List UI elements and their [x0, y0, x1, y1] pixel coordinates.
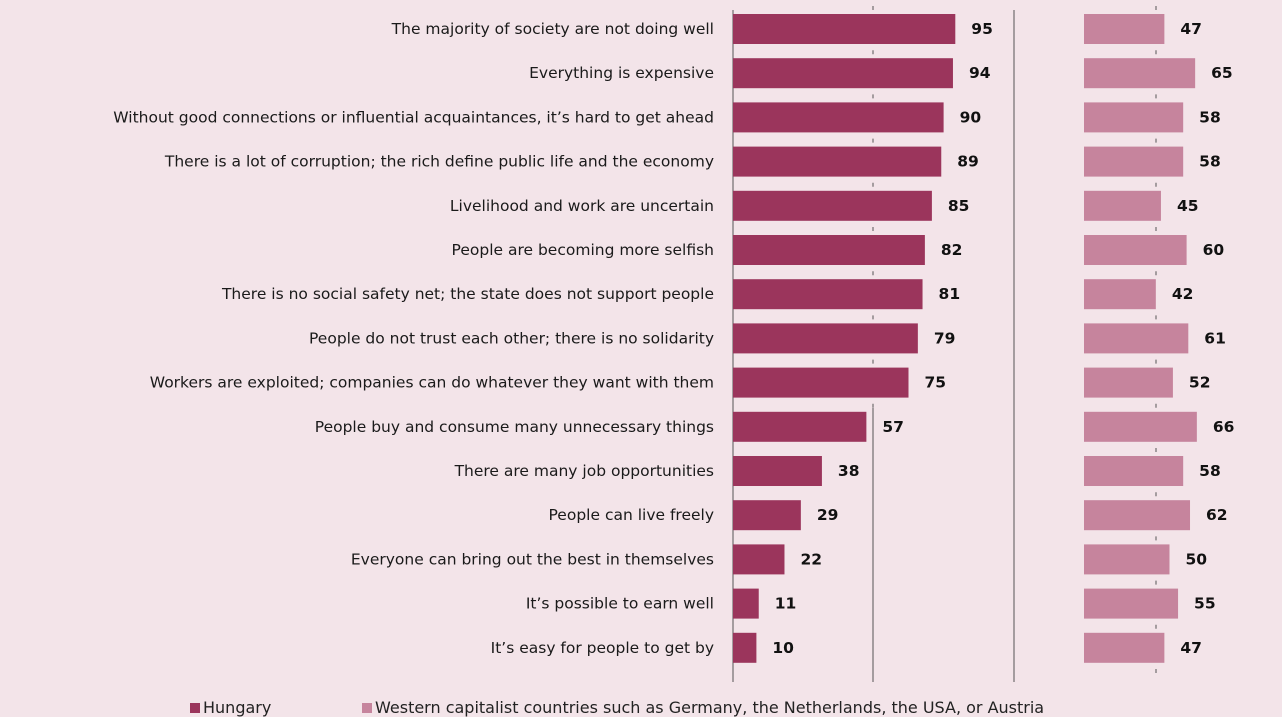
hungary-bar: [733, 146, 942, 177]
category-label: There are many job opportunities: [454, 462, 714, 480]
western-value-label: 58: [1199, 153, 1221, 171]
western-bar: [1084, 190, 1161, 221]
hungary-value-label: 22: [800, 550, 822, 568]
category-label: People can live freely: [549, 506, 714, 524]
hungary-value-label: 95: [971, 20, 993, 38]
hungary-bar: [733, 14, 956, 44]
hungary-value-label: 10: [772, 639, 794, 657]
western-bar: [1084, 102, 1184, 133]
western-value-label: 42: [1172, 285, 1194, 303]
western-bar: [1084, 588, 1179, 619]
legend-swatch-western: [362, 702, 372, 713]
hungary-bar: [733, 544, 785, 575]
category-label: There is no social safety net; the state…: [221, 285, 714, 303]
category-label: Without good connections or influential …: [113, 108, 714, 126]
hungary-bar: [733, 632, 757, 663]
hungary-value-label: 94: [969, 64, 991, 82]
legend-item-hungary: Hungary: [190, 698, 271, 717]
western-bar: [1084, 14, 1165, 44]
hungary-bar: [733, 58, 953, 89]
western-value-label: 50: [1186, 550, 1208, 568]
category-label: People do not trust each other; there is…: [309, 329, 714, 347]
hungary-value-label: 79: [934, 329, 956, 347]
western-bar: [1084, 411, 1197, 442]
western-value-label: 60: [1203, 241, 1225, 259]
category-label: Everything is expensive: [529, 64, 714, 82]
hungary-bar: [733, 102, 944, 133]
western-value-label: 61: [1204, 329, 1226, 347]
western-value-label: 45: [1177, 197, 1199, 215]
hungary-bar: [733, 367, 909, 398]
category-label: It’s possible to earn well: [526, 595, 714, 613]
category-label: People buy and consume many unnecessary …: [315, 418, 714, 436]
hungary-value-label: 38: [838, 462, 860, 480]
western-bar: [1084, 323, 1189, 354]
hungary-value-label: 29: [817, 506, 839, 524]
hungary-value-label: 75: [925, 374, 947, 392]
hungary-value-label: 81: [939, 285, 961, 303]
hungary-bar: [733, 190, 932, 221]
western-value-label: 52: [1189, 374, 1211, 392]
western-bar: [1084, 367, 1173, 398]
legend-label-hungary: Hungary: [203, 698, 272, 717]
western-bar: [1084, 279, 1156, 310]
hungary-bar: [733, 500, 801, 531]
hungary-value-label: 90: [960, 108, 982, 126]
legend: Hungary Western capitalist countries suc…: [0, 696, 1282, 717]
category-label: There is a lot of corruption; the rich d…: [164, 153, 714, 171]
western-value-label: 55: [1194, 595, 1216, 613]
category-label: The majority of society are not doing we…: [391, 20, 714, 38]
hungary-value-label: 82: [941, 241, 963, 259]
category-label: It’s easy for people to get by: [491, 639, 714, 657]
hungary-bar: [733, 235, 925, 265]
legend-item-western: Western capitalist countries such as Ger…: [362, 698, 1044, 717]
western-value-label: 47: [1180, 20, 1202, 38]
category-label: Workers are exploited; companies can do …: [150, 374, 714, 392]
western-bar: [1084, 235, 1187, 265]
hungary-value-label: 11: [775, 595, 797, 613]
western-bar: [1084, 500, 1191, 531]
chart-area: The majority of society are not doing we…: [113, 6, 1235, 682]
legend-label-western: Western capitalist countries such as Ger…: [375, 698, 1045, 717]
hungary-value-label: 85: [948, 197, 970, 215]
category-label: Everyone can bring out the best in thems…: [351, 550, 714, 568]
western-value-label: 47: [1180, 639, 1202, 657]
hungary-value-label: 57: [882, 418, 904, 436]
hungary-bar: [733, 323, 918, 354]
western-value-label: 65: [1211, 64, 1233, 82]
hungary-bar: [733, 279, 923, 310]
western-bar: [1084, 58, 1196, 89]
western-value-label: 58: [1199, 108, 1221, 126]
legend-swatch-hungary: [190, 702, 200, 713]
hungary-bar: [733, 456, 822, 486]
hungary-value-label: 89: [957, 153, 979, 171]
category-label: Livelihood and work are uncertain: [450, 197, 714, 215]
western-value-label: 66: [1213, 418, 1235, 436]
western-bar: [1084, 544, 1170, 575]
western-value-label: 58: [1199, 462, 1221, 480]
hungary-bar: [733, 411, 867, 442]
hungary-bar: [733, 588, 759, 619]
western-value-label: 62: [1206, 506, 1228, 524]
western-bar: [1084, 146, 1184, 177]
category-label: People are becoming more selfish: [452, 241, 714, 259]
western-bar: [1084, 456, 1184, 486]
western-bar: [1084, 632, 1165, 663]
